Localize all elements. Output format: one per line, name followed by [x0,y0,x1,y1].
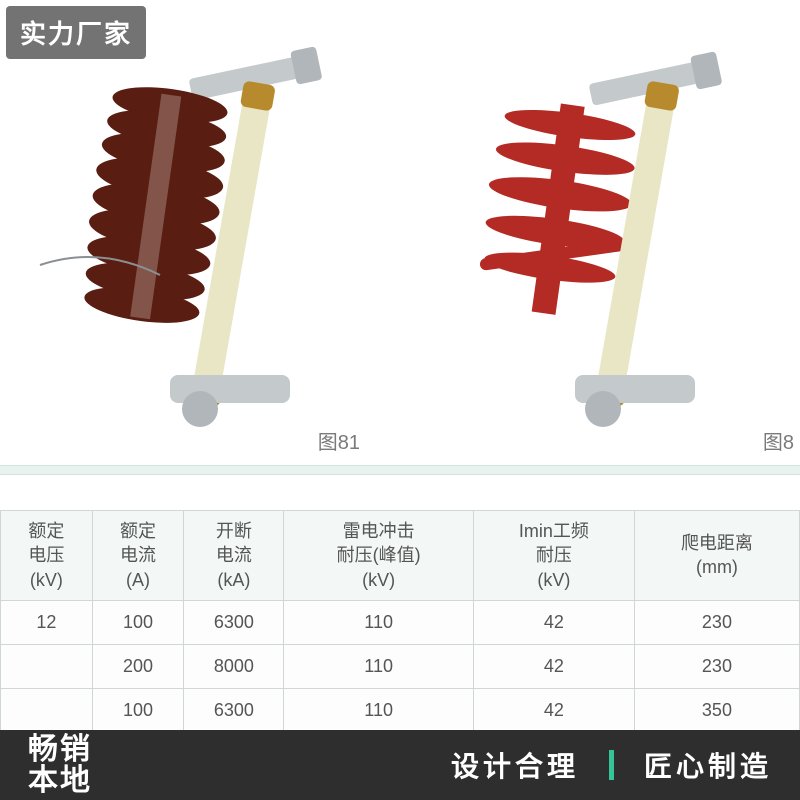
product-right: 图8 [400,0,800,465]
spec-table: 额定 电压 (kV) 额定 电流 (A) 开断 电流 (kA) 雷电冲击 耐压(… [0,510,800,733]
product-right-caption: 图8 [763,426,794,455]
cell: 110 [284,688,474,732]
hdr-l1: 爬电距离 [639,531,795,555]
cell: 350 [634,688,799,732]
hdr-l1: 额定 [5,519,88,543]
hdr-l2: 耐压(峰值) [288,543,469,567]
hdr-l1: 额定 [97,519,180,543]
slogan-line1: 畅销 [28,734,92,766]
hdr-l3: (kV) [478,568,630,592]
col-power-freq-withstand: Imin工频 耐压 (kV) [473,511,634,601]
slogan-line2: 本地 [28,765,92,797]
product-left: 图81 [0,0,400,465]
cell: 42 [473,600,634,644]
hdr-l2: (mm) [639,555,795,579]
hdr-l3: (kV) [5,568,88,592]
hdr-l3: (kA) [188,568,279,592]
col-rated-voltage: 额定 电压 (kV) [1,511,93,601]
bottom-left-slogan: 畅销 本地 [28,734,92,797]
col-rated-current: 额定 电流 (A) [92,511,184,601]
bottom-right-slogan: 设计合理 匠心制造 [451,745,772,785]
hdr-l1: 开断 [188,519,279,543]
bottom-banner: 畅销 本地 设计合理 匠心制造 [0,730,800,800]
cell: 12 [1,600,93,644]
hdr-l3: (kV) [288,568,469,592]
hdr-l2: 电流 [188,543,279,567]
fuse-cutout-right-illustration [420,35,780,465]
fuse-cutout-left-illustration [20,35,380,465]
slogan-a: 设计合理 [451,745,579,785]
col-creepage: 爬电距离 (mm) [634,511,799,601]
hdr-l2: 电压 [5,543,88,567]
cell: 100 [92,688,184,732]
cell: 8000 [184,644,284,688]
table-row: 100 6300 110 42 350 [1,688,800,732]
col-breaking-current: 开断 电流 (kA) [184,511,284,601]
product-left-caption: 图81 [318,426,360,455]
product-gallery: 图81 [0,0,800,465]
hdr-l2: 耐压 [478,543,630,567]
spec-table-header-row: 额定 电压 (kV) 额定 电流 (A) 开断 电流 (kA) 雷电冲击 耐压(… [1,511,800,601]
table-row: 200 8000 110 42 230 [1,644,800,688]
hdr-l1: 雷电冲击 [288,519,469,543]
cell: 6300 [184,688,284,732]
cell: 200 [92,644,184,688]
cell: 110 [284,600,474,644]
hdr-l3: (A) [97,568,180,592]
cell: 6300 [184,600,284,644]
table-row: 12 100 6300 110 42 230 [1,600,800,644]
col-impulse-withstand: 雷电冲击 耐压(峰值) (kV) [284,511,474,601]
hdr-l1: Imin工频 [478,519,630,543]
section-divider [0,465,800,475]
cell [1,644,93,688]
cell: 110 [284,644,474,688]
cell: 100 [92,600,184,644]
cell: 230 [634,600,799,644]
cell [1,688,93,732]
slogan-b: 匠心制造 [644,745,772,785]
top-badge: 实力厂家 [6,6,146,59]
cell: 42 [473,688,634,732]
hdr-l2: 电流 [97,543,180,567]
cell: 42 [473,644,634,688]
cell: 230 [634,644,799,688]
accent-bar-icon [609,750,614,780]
